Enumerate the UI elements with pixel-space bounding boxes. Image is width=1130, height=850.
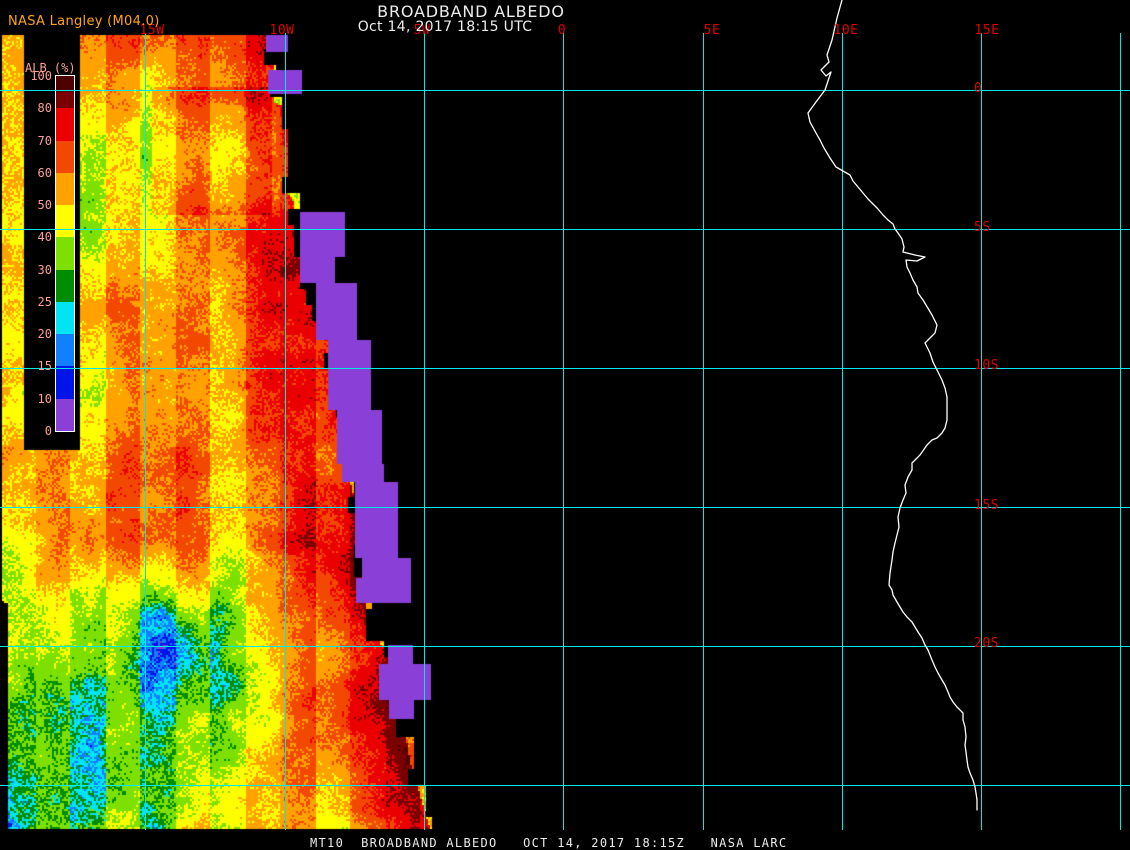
legend-tick-label: 70 <box>37 134 52 148</box>
legend-color-segment <box>56 76 74 92</box>
latitude-label: 10S <box>974 358 999 373</box>
footer-caption: MT10 BROADBAND ALBEDO OCT 14, 2017 18:15… <box>310 836 788 850</box>
latitude-label: 20S <box>974 636 999 651</box>
latitude-label: 15S <box>974 498 999 513</box>
legend-color-segment <box>56 302 74 334</box>
gridline-vertical <box>145 33 146 830</box>
longitude-label: 0 <box>557 23 567 38</box>
longitude-label: 15E <box>974 23 1000 38</box>
legend-tick-label: 15 <box>37 359 52 373</box>
latitude-label: 5S <box>974 220 991 235</box>
longitude-label: 10E <box>833 23 859 38</box>
legend-color-segment <box>56 366 74 399</box>
legend-tick-label: 80 <box>37 101 52 115</box>
gridline-vertical <box>981 33 982 830</box>
legend-tick-label: 25 <box>37 295 52 309</box>
legend-color-segment <box>56 399 74 431</box>
gridline-horizontal <box>0 646 1130 647</box>
coastline-path <box>807 0 978 811</box>
legend-color-segment <box>56 173 74 205</box>
longitude-label: 5W <box>413 23 431 38</box>
gridline-vertical <box>842 33 843 830</box>
legend-color-segment <box>56 92 74 108</box>
legend-color-segment <box>56 141 74 173</box>
longitude-label: 5E <box>703 23 721 38</box>
gridline-vertical <box>1120 33 1121 830</box>
legend-tick-label: 100 <box>30 69 52 83</box>
legend-color-segment <box>56 334 74 366</box>
longitude-label: 10W <box>269 23 295 38</box>
legend-colorbar <box>55 75 75 432</box>
gridline-vertical <box>424 33 425 830</box>
gridline-vertical <box>563 33 564 830</box>
legend-tick-label: 0 <box>44 424 52 438</box>
latitude-label: 0 <box>974 81 983 96</box>
gridline-vertical <box>703 33 704 830</box>
legend-color-segment <box>56 270 74 302</box>
gridline-horizontal <box>0 229 1130 230</box>
gridline-horizontal <box>0 507 1130 508</box>
gridline-horizontal <box>0 368 1130 369</box>
map-title: BROADBAND ALBEDO <box>377 2 565 21</box>
credit-label: NASA Langley (M04.0) <box>8 14 160 29</box>
legend-title: ALB (%) <box>25 61 76 75</box>
legend-color-segment <box>56 237 74 270</box>
legend-tick-label: 20 <box>37 327 52 341</box>
legend-tick-label: 30 <box>37 263 52 277</box>
legend-color-segment <box>56 108 74 141</box>
gridline-vertical <box>285 33 286 830</box>
gridline-horizontal <box>0 785 1130 786</box>
legend-tick-label: 10 <box>37 392 52 406</box>
legend-tick-label: 60 <box>37 166 52 180</box>
legend-tick-label: 50 <box>37 198 52 212</box>
gridline-horizontal <box>0 90 1130 91</box>
legend-tick-label: 40 <box>37 230 52 244</box>
longitude-label: 15W <box>139 23 165 38</box>
map-subtitle: Oct 14, 2017 18:15 UTC <box>357 19 533 35</box>
